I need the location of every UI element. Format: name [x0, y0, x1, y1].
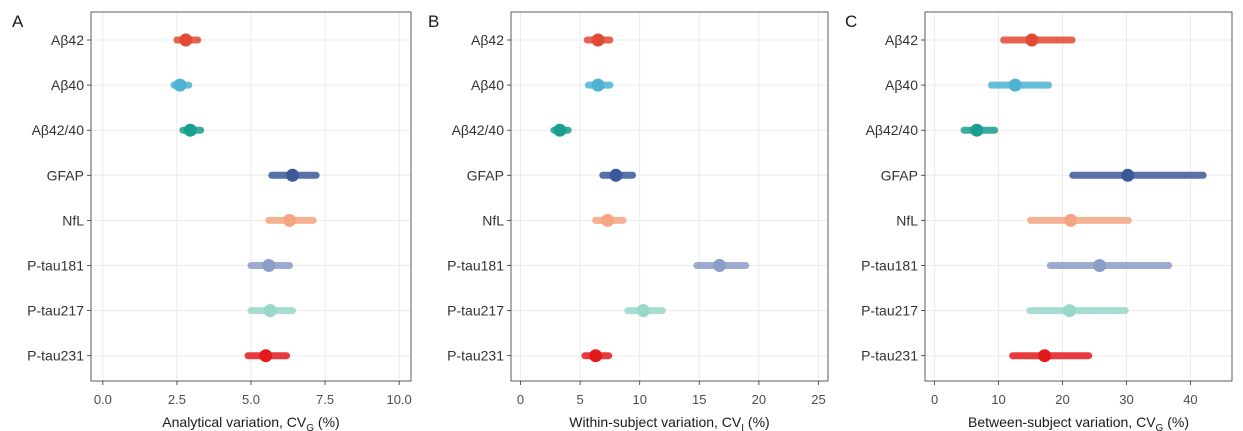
- estimate-point: [179, 33, 193, 47]
- x-tick-label: 5: [577, 392, 584, 407]
- category-label: P-tau217: [861, 303, 918, 319]
- x-tick-label: 25: [811, 392, 825, 407]
- x-tick-label: 10: [632, 392, 646, 407]
- estimate-point: [636, 304, 650, 318]
- category-label: Aβ40: [885, 77, 918, 93]
- category-label: Aβ40: [51, 77, 84, 93]
- x-tick-label: 15: [692, 392, 706, 407]
- category-label: P-tau181: [447, 258, 504, 274]
- category-label: P-tau217: [447, 303, 504, 319]
- x-tick-label: 2.5: [168, 392, 186, 407]
- panel-a: A Aβ42 Aβ40 Aβ42/40 GFAP NfL P-tau181 P-tau217 P…: [12, 11, 412, 431]
- category-label: P-tau231: [447, 348, 504, 364]
- category-label: Aβ42/40: [32, 122, 85, 138]
- estimate-point: [970, 123, 984, 137]
- estimate-point: [591, 78, 605, 92]
- panel-letter: B: [428, 12, 439, 31]
- category-label: NfL: [62, 212, 84, 228]
- estimate-point: [1064, 213, 1078, 227]
- estimate-point: [1121, 168, 1135, 182]
- x-tick-label: 20: [1055, 392, 1069, 407]
- x-axis-title-main: Analytical variation, CV: [162, 414, 307, 430]
- panel-letter: C: [845, 12, 857, 31]
- x-axis-title: Analytical variation, CVG (%): [162, 414, 339, 431]
- category-label: P-tau181: [27, 258, 84, 274]
- panel-letter: A: [12, 12, 24, 31]
- category-label: Aβ42: [51, 32, 84, 48]
- estimate-point: [713, 259, 727, 272]
- category-label: GFAP: [881, 167, 918, 183]
- category-label: P-tau217: [27, 303, 84, 319]
- x-tick-label: 0.0: [94, 392, 112, 407]
- x-tick-label: 10.0: [386, 392, 411, 407]
- x-axis-title-sub: I: [741, 423, 744, 431]
- category-label: Aβ42: [471, 32, 504, 48]
- x-axis-title-main: Between-subject variation, CV: [968, 414, 1156, 430]
- panel-b: B Aβ42 Aβ40 Aβ42/40 GFAP NfL P-tau181 P-tau217 P…: [428, 11, 829, 431]
- category-label: P-tau231: [27, 348, 84, 364]
- estimate-point: [1008, 78, 1022, 92]
- x-axis-title: Within-subject variation, CVI (%): [569, 414, 769, 431]
- estimate-point: [591, 33, 605, 47]
- estimate-point: [263, 304, 277, 318]
- estimate-point: [285, 168, 299, 182]
- panel-border: [510, 11, 829, 382]
- estimate-point: [609, 168, 623, 182]
- category-label: Aβ40: [471, 77, 504, 93]
- x-axis-title: Between-subject variation, CVG (%): [968, 414, 1189, 431]
- x-tick-label: 0: [931, 392, 938, 407]
- x-axis-title-tail: (%): [744, 414, 770, 430]
- x-tick-label: 0: [517, 392, 524, 407]
- panel-c: C Aβ42 Aβ40 Aβ42/40 GFAP NfL P-tau181 P-tau217 P…: [845, 11, 1233, 431]
- estimate-point: [601, 213, 615, 227]
- category-label: NfL: [896, 212, 918, 228]
- estimate-point: [173, 78, 187, 92]
- category-label: GFAP: [467, 167, 504, 183]
- category-label: P-tau181: [861, 258, 918, 274]
- estimate-point: [183, 123, 197, 137]
- estimate-point: [1093, 259, 1107, 272]
- x-axis-title-sub: G: [1156, 423, 1164, 431]
- x-axis-title-tail: (%): [1163, 414, 1189, 430]
- x-tick-label: 5.0: [242, 392, 260, 407]
- category-label: Aβ42/40: [866, 122, 919, 138]
- category-label: NfL: [482, 212, 504, 228]
- estimate-point: [1063, 304, 1077, 318]
- estimate-point: [259, 349, 273, 363]
- x-tick-label: 7.5: [316, 392, 334, 407]
- estimate-point: [1038, 349, 1052, 363]
- x-axis-title-sub: G: [306, 423, 314, 431]
- x-tick-label: 10: [991, 392, 1005, 407]
- estimate-point: [283, 213, 297, 227]
- x-tick-label: 30: [1119, 392, 1133, 407]
- category-label: GFAP: [47, 167, 84, 183]
- x-axis-title-tail: (%): [314, 414, 340, 430]
- x-axis-title-main: Within-subject variation, CV: [569, 414, 742, 430]
- category-label: Aβ42: [885, 32, 918, 48]
- panel-border: [924, 11, 1233, 382]
- estimate-point: [262, 259, 276, 272]
- category-label: Aβ42/40: [452, 122, 505, 138]
- x-tick-label: 20: [752, 392, 766, 407]
- x-tick-label: 40: [1183, 392, 1197, 407]
- estimate-point: [1025, 33, 1039, 47]
- category-label: P-tau231: [861, 348, 918, 364]
- estimate-point: [553, 123, 567, 137]
- estimate-point: [589, 349, 603, 363]
